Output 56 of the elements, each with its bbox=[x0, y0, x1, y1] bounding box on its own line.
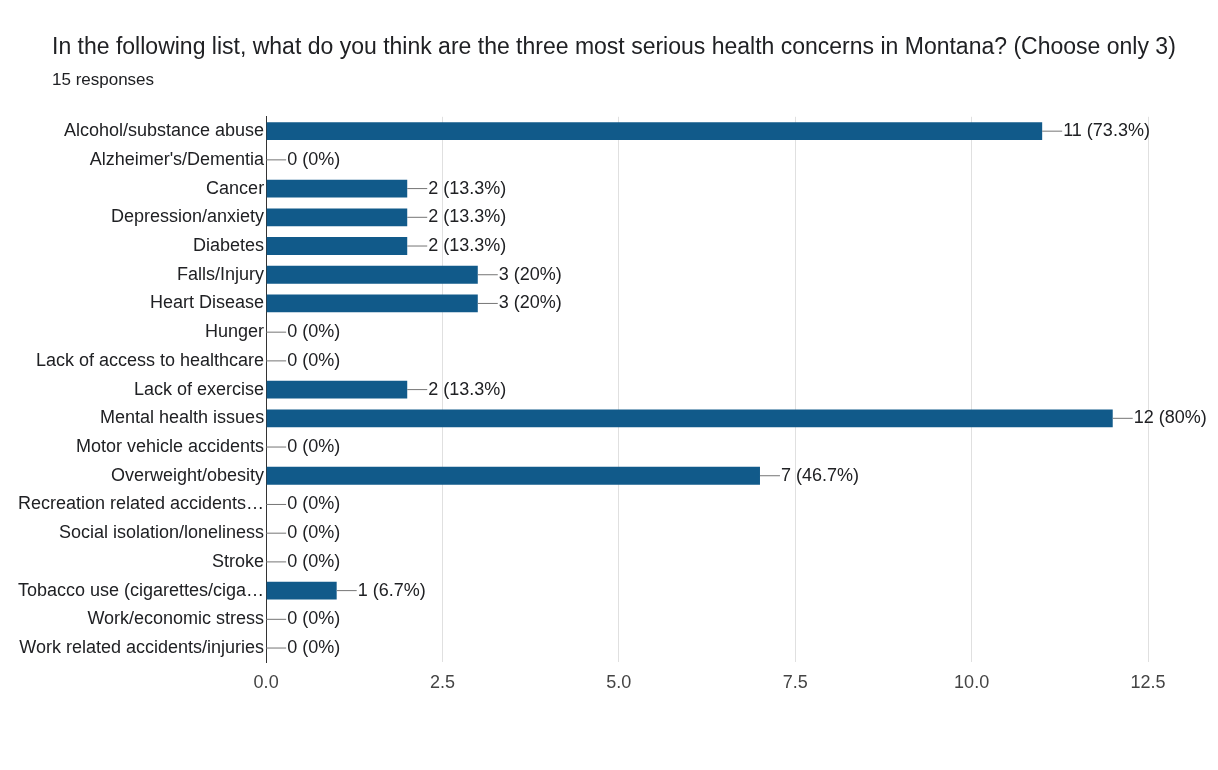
bar bbox=[266, 237, 408, 255]
data-label: 0 (0%) bbox=[287, 349, 341, 370]
bar bbox=[266, 208, 408, 227]
x-tick-label: 2.5 bbox=[429, 672, 456, 693]
data-label: 2 (13.3%) bbox=[428, 378, 507, 399]
data-label: 3 (20%) bbox=[498, 263, 562, 284]
x-tick-label: 12.5 bbox=[1130, 672, 1166, 693]
bar bbox=[266, 265, 478, 284]
data-label: 1 (6.7%) bbox=[357, 579, 426, 600]
bar bbox=[266, 581, 337, 600]
y-tick-label: Diabetes bbox=[193, 234, 265, 255]
y-tick-label: Stroke bbox=[212, 550, 265, 571]
data-label: 0 (0%) bbox=[287, 321, 341, 342]
x-tick-label: 5.0 bbox=[606, 672, 632, 693]
y-tick-label: Recreation related accidents… bbox=[17, 493, 265, 514]
bar bbox=[266, 294, 478, 313]
bar bbox=[266, 466, 760, 485]
y-tick-label: Heart Disease bbox=[150, 292, 265, 313]
data-label: 0 (0%) bbox=[287, 436, 341, 456]
bar bbox=[266, 179, 408, 198]
text: 15 responses bbox=[52, 70, 156, 90]
data-label: 0 (0%) bbox=[287, 608, 341, 629]
y-tick-label: Hunger bbox=[205, 321, 265, 342]
y-tick-label: Alzheimer's/Dementia bbox=[89, 148, 266, 169]
data-label: 11 (73.3%) bbox=[1063, 120, 1150, 141]
y-tick-label: Depression/anxiety bbox=[111, 206, 265, 227]
y-tick-label: Lack of exercise bbox=[134, 378, 265, 399]
data-label: 0 (0%) bbox=[287, 637, 341, 658]
y-tick-label: Alcohol/substance abuse bbox=[63, 120, 265, 141]
data-label: 7 (46.7%) bbox=[780, 464, 860, 485]
y-tick-label: Cancer bbox=[206, 177, 265, 198]
x-tick-label: 7.5 bbox=[782, 672, 808, 693]
data-label: 0 (0%) bbox=[287, 493, 341, 514]
data-label: 0 (0%) bbox=[287, 148, 341, 169]
bar bbox=[266, 380, 408, 399]
data-label: 3 (20%) bbox=[498, 292, 562, 313]
y-tick-label: Tobacco use (cigarettes/ciga… bbox=[18, 579, 265, 600]
x-tick-label: 0.0 bbox=[253, 672, 279, 693]
y-tick-label: Social isolation/loneliness bbox=[59, 522, 265, 543]
bar bbox=[266, 122, 1043, 141]
data-label: 2 (13.3%) bbox=[428, 206, 507, 227]
chart-title: In the following list, what do you think are the three most serious health concerns in Montana? (Choose only 3) bbox=[52, 32, 1177, 61]
y-tick-label: Mental health issues bbox=[100, 407, 265, 428]
x-tick-label: 10.0 bbox=[954, 672, 990, 693]
data-label: 12 (80%) bbox=[1133, 407, 1207, 428]
bar bbox=[266, 409, 1113, 428]
data-label: 2 (13.3%) bbox=[428, 234, 507, 255]
y-tick-label: Lack of access to healthcare bbox=[35, 349, 265, 370]
data-label: 2 (13.3%) bbox=[428, 177, 507, 198]
y-tick-label: Work related accidents/injuries bbox=[19, 637, 265, 658]
y-tick-label: Falls/Injury bbox=[177, 263, 265, 284]
data-label: 0 (0%) bbox=[287, 550, 341, 571]
y-tick-label: Overweight/obesity bbox=[111, 464, 265, 485]
y-tick-label: Motor vehicle accidents bbox=[76, 436, 265, 456]
data-label: 0 (0%) bbox=[287, 522, 341, 543]
y-tick-label: Work/economic stress bbox=[87, 608, 265, 629]
